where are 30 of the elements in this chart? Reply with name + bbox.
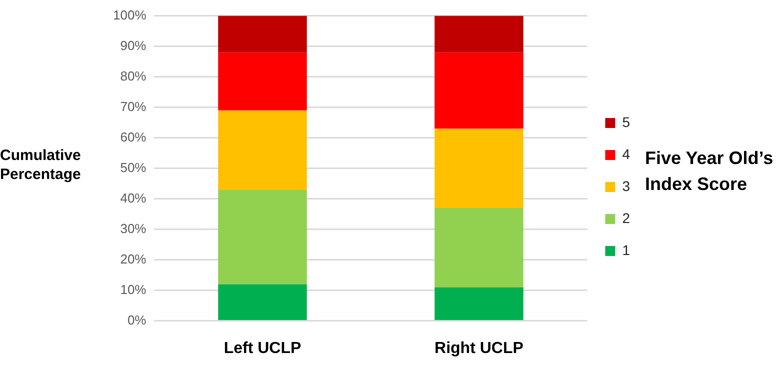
legend-label: 1 (622, 242, 630, 258)
y-axis-title: Cumulative Percentage (0, 146, 82, 184)
bar (434, 52, 524, 129)
y-tick-label: 60% (120, 129, 147, 144)
bar (434, 208, 524, 288)
y-tick-label: 0% (127, 312, 147, 328)
bar (434, 16, 524, 52)
bar (218, 110, 307, 190)
y-tick-label: 100% (113, 7, 147, 22)
x-tick-label: Left UCLP (224, 340, 302, 357)
y-tick-label: 40% (120, 190, 147, 206)
bar (218, 52, 307, 110)
legend-label: 5 (622, 114, 630, 130)
y-tick-label: 50% (120, 160, 147, 175)
y-tick-label: 80% (120, 68, 147, 84)
y-tick-label: 70% (120, 98, 147, 114)
bar (218, 16, 307, 52)
legend-title: Five Year Old’s Index Score (645, 147, 774, 196)
legend-label: 4 (622, 146, 630, 162)
bar (434, 128, 524, 208)
legend-label: 3 (622, 178, 630, 194)
y-tick-label: 30% (120, 220, 147, 236)
bar (218, 284, 307, 320)
y-tick-label: 20% (120, 251, 147, 266)
legend-label: 2 (622, 210, 630, 226)
bar (434, 287, 524, 320)
x-tick-label: Right UCLP (434, 340, 524, 357)
y-tick-label: 10% (120, 282, 147, 297)
y-tick-label: 90% (120, 38, 147, 53)
bar (218, 190, 307, 284)
